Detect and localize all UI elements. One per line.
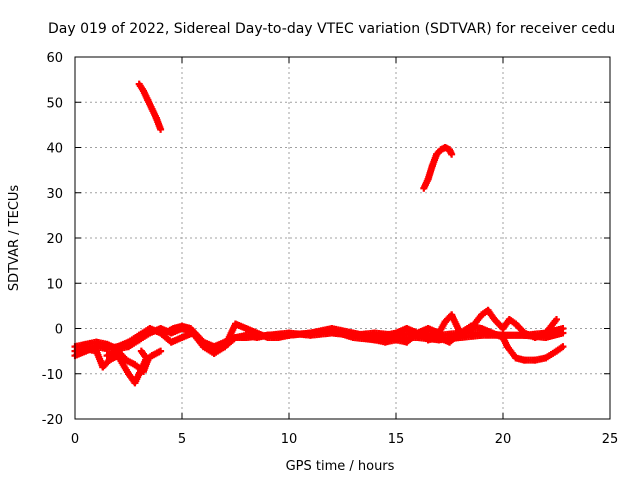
chart-title: Day 019 of 2022, Sidereal Day-to-day VTE… — [48, 21, 615, 37]
x-axis-ticks: 0 5 10 15 20 25 — [71, 57, 618, 447]
series-track-f — [360, 322, 567, 364]
x-tick-label: 5 — [178, 432, 186, 447]
data-point — [137, 347, 145, 355]
y-tick-label: 0 — [55, 323, 63, 338]
y-tick-label: -10 — [42, 368, 63, 383]
y-tick-label: 10 — [46, 277, 63, 292]
data-point — [559, 329, 567, 337]
data-series — [71, 80, 567, 387]
y-axis-ticks: -20 -10 0 10 20 30 40 50 60 — [42, 51, 610, 428]
y-tick-label: 20 — [46, 232, 63, 247]
y-tick-label: 60 — [46, 51, 63, 66]
x-tick-label: 0 — [71, 432, 79, 447]
y-tick-label: 30 — [46, 187, 63, 202]
data-point — [553, 315, 560, 323]
data-point — [448, 150, 456, 158]
y-tick-label: 50 — [46, 96, 63, 111]
series-track-high-1 — [135, 80, 165, 133]
data-point — [157, 125, 165, 133]
series-track-high-2 — [420, 144, 456, 192]
x-tick-label: 15 — [388, 432, 405, 447]
series-track-d — [103, 347, 152, 375]
x-axis-label: GPS time / hours — [286, 459, 395, 474]
x-tick-label: 25 — [602, 432, 619, 447]
series-track-e — [161, 306, 560, 355]
x-tick-label: 10 — [281, 432, 298, 447]
data-point — [559, 343, 567, 351]
x-tick-label: 20 — [495, 432, 512, 447]
y-tick-label: -20 — [42, 413, 63, 428]
y-tick-label: 40 — [46, 142, 63, 157]
data-point — [157, 347, 165, 355]
y-axis-label: SDTVAR / TECUs — [7, 185, 22, 292]
